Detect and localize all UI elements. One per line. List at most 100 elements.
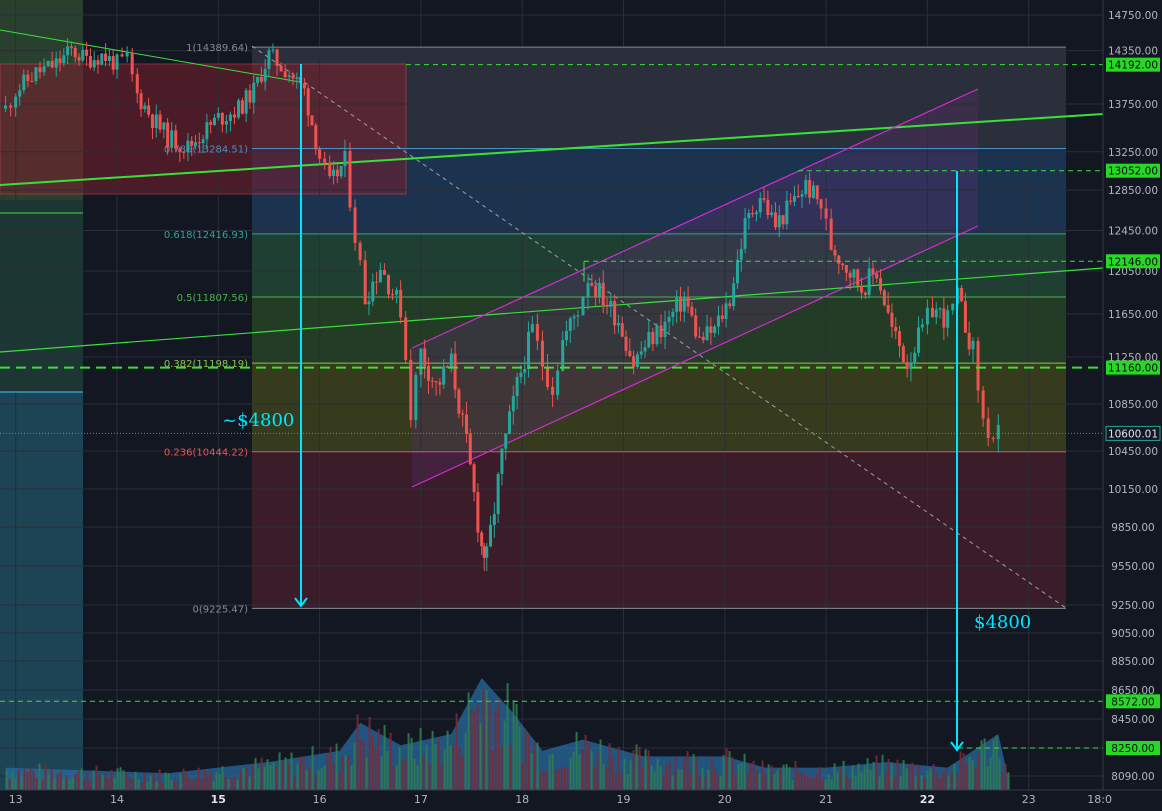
candle-body [856, 269, 860, 286]
price-marker-14192.00[interactable] [1106, 57, 1160, 72]
fib-zone-5 [252, 451, 1066, 609]
volume-bar [728, 751, 731, 790]
candle-body [511, 395, 515, 412]
fib-zone-3 [252, 297, 1066, 364]
trendline-lower[interactable] [0, 267, 1104, 353]
volume-bar [437, 739, 440, 790]
volume-bar [950, 772, 953, 790]
volume-bar [461, 756, 464, 790]
volume-bar [608, 743, 611, 790]
volume-bar [851, 765, 854, 790]
volume-bar [743, 753, 746, 790]
price-marker-13052.00[interactable] [1106, 163, 1160, 178]
volume-bar [401, 760, 404, 790]
price-marker-8250.00[interactable] [1106, 741, 1160, 755]
candle-body [655, 325, 659, 345]
candle-body [73, 47, 77, 58]
candle-body [9, 105, 13, 108]
volume-bar [479, 723, 482, 790]
candle-body [130, 52, 134, 75]
candle-body [468, 433, 472, 465]
volume-bar [488, 702, 491, 790]
time-tick-label: 19 [617, 793, 631, 806]
candle-body [348, 151, 352, 208]
candle-body [527, 331, 531, 370]
trendline-upper[interactable] [0, 113, 1104, 186]
candle-body [556, 370, 560, 395]
candle-body [4, 105, 8, 109]
candle-body [201, 139, 205, 144]
volume-bar [998, 758, 1001, 790]
trendline-desc[interactable] [0, 29, 301, 83]
volume-bar [683, 757, 686, 790]
volume-bar [914, 776, 917, 790]
price-marker-8572.00[interactable] [1106, 694, 1160, 709]
volume-bar [935, 774, 938, 790]
volume-bar [362, 740, 365, 790]
candle-body [438, 382, 442, 385]
volume-bar [29, 768, 32, 790]
candle-body [690, 306, 694, 316]
volume-bar [230, 778, 233, 790]
volume-bar [311, 746, 314, 790]
volume-bar [530, 753, 533, 790]
candle-body [120, 54, 124, 57]
volume-bar [782, 764, 785, 790]
price-marker-12146.00[interactable] [1106, 254, 1160, 269]
candle-body [701, 336, 705, 341]
candle-body [716, 315, 720, 327]
volume-bar [635, 744, 638, 790]
candle-body [565, 330, 569, 341]
candle-body [489, 524, 493, 547]
volume-bar [419, 728, 422, 790]
volume-bar [62, 779, 65, 790]
channel-top[interactable] [411, 88, 979, 349]
candle-body [186, 140, 190, 153]
volume-bar [869, 770, 872, 790]
volume-bar [959, 751, 962, 790]
price-marker-11160.00[interactable] [1106, 360, 1160, 375]
volume-bar [11, 772, 14, 790]
volume-bar [710, 758, 713, 790]
candle-body [777, 215, 781, 228]
candle-body [694, 315, 698, 337]
candle-body [216, 112, 220, 118]
volume-bar [98, 774, 101, 790]
price-marker-10600.01[interactable] [1105, 425, 1161, 441]
volume-bar [305, 770, 308, 790]
candle-body [667, 316, 671, 322]
volume-bar [800, 773, 803, 790]
volume-bar [617, 747, 620, 790]
price-marker-text: 14192.00 [1108, 60, 1158, 72]
volume-bar [629, 760, 632, 790]
candle-body [871, 268, 875, 274]
candle-body [302, 83, 306, 89]
candle-body [581, 296, 585, 316]
candle-body [26, 74, 30, 81]
volume-bar [599, 739, 602, 790]
volume-bar [68, 780, 71, 790]
volume-bar [470, 708, 473, 790]
volume-bar [380, 756, 383, 790]
volume-bar [254, 757, 257, 790]
candle-body [287, 75, 291, 78]
volume-bar [410, 737, 413, 790]
volume-bar [191, 781, 194, 790]
candle-body [449, 353, 453, 368]
volume-bar [947, 776, 950, 790]
candle-body [343, 151, 347, 166]
candle-body [115, 54, 119, 70]
volume-bar [713, 768, 716, 790]
candle-body [96, 60, 100, 65]
volume-bar [53, 778, 56, 790]
volume-bar [5, 771, 8, 790]
volume-bar [89, 781, 92, 790]
price-tick-label: 8450.00 [1111, 714, 1154, 726]
candle-body [651, 332, 655, 345]
volume-bar [251, 764, 254, 790]
volume-bar [521, 762, 524, 790]
candle-body [147, 105, 151, 115]
candle-body [267, 50, 271, 69]
volume-bar [77, 771, 80, 790]
